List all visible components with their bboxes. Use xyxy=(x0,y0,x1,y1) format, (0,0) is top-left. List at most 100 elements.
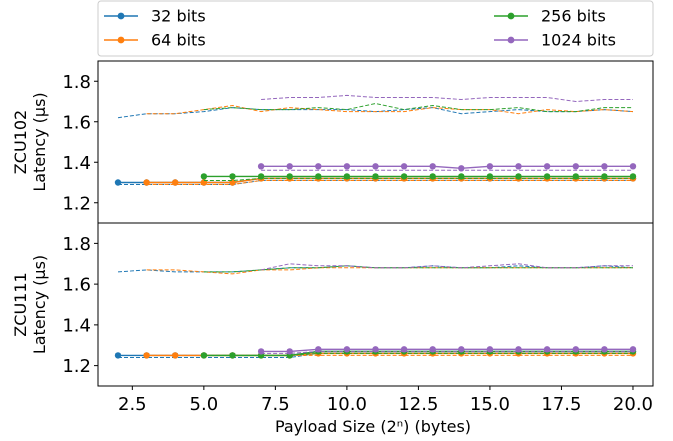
data-point xyxy=(286,173,293,180)
legend-marker-1 xyxy=(117,36,125,44)
y-tick-label: 1.8 xyxy=(62,234,91,255)
data-point xyxy=(601,163,608,170)
data-point xyxy=(114,179,122,186)
x-tick-label: 20.0 xyxy=(613,394,653,415)
data-point xyxy=(572,163,579,170)
series-64-bits xyxy=(143,267,637,359)
data-point xyxy=(315,163,322,170)
data-point xyxy=(114,352,122,359)
data-point xyxy=(629,163,637,170)
data-point xyxy=(315,346,322,353)
y-tick-label: 1.4 xyxy=(62,153,91,174)
data-point xyxy=(315,173,322,180)
x-axis: 2.5 5.0 7.5 10.0 12.5 15.0 17.5 20.0 xyxy=(118,386,653,415)
data-point xyxy=(601,346,608,353)
series-upper-bound-line xyxy=(146,104,634,115)
y-tick-label: 1.2 xyxy=(62,193,91,214)
x-tick-label: 12.5 xyxy=(398,394,438,415)
x-tick-label: 5.0 xyxy=(190,394,219,415)
data-point xyxy=(543,346,551,353)
data-point xyxy=(286,348,293,355)
data-point xyxy=(372,163,379,170)
panel-zcu111: 1.2 1.4 1.6 1.8 ZCU111 Latency (µs) xyxy=(11,222,654,387)
legend-label-1: 64 bits xyxy=(151,31,206,50)
x-tick-label: 7.5 xyxy=(261,394,290,415)
data-point xyxy=(400,173,408,180)
data-point xyxy=(200,173,208,180)
panel-zcu102: 1.2 1.4 1.6 1.8 ZCU102 Latency (µs) xyxy=(11,60,654,224)
data-point xyxy=(572,173,579,180)
y-axis-label-board: ZCU111 xyxy=(11,272,30,336)
legend-marker-3 xyxy=(507,36,515,44)
y-axis-label-board: ZCU102 xyxy=(11,110,30,174)
data-point xyxy=(400,346,408,353)
series-upper-bound-line xyxy=(203,102,633,113)
y-tick-label: 1.6 xyxy=(62,112,91,133)
data-point xyxy=(172,352,179,359)
data-point xyxy=(486,346,494,353)
panel-frame xyxy=(97,60,654,224)
series-upper-bound-line xyxy=(146,267,633,275)
series-64-bits xyxy=(143,104,637,186)
data-point xyxy=(543,173,551,180)
series-lower-bound-line xyxy=(203,352,633,356)
series-lower-bound-line xyxy=(203,177,633,181)
data-point xyxy=(458,165,465,172)
data-point xyxy=(343,173,351,180)
y-tick-label: 1.6 xyxy=(62,275,91,296)
series-1024-bits xyxy=(257,263,637,355)
legend-label-3: 1024 bits xyxy=(541,31,616,50)
data-point xyxy=(515,163,522,170)
data-point xyxy=(629,173,637,180)
series-upper-bound-line xyxy=(261,94,633,103)
legend-label-0: 32 bits xyxy=(151,7,206,26)
data-point xyxy=(486,173,494,180)
series-upper-bound-line xyxy=(260,263,633,271)
data-point xyxy=(429,163,436,170)
legend: 32 bits 64 bits 256 bits 1024 bits xyxy=(97,0,654,57)
data-point xyxy=(372,346,379,353)
data-point xyxy=(458,346,465,353)
series-upper-bound-line xyxy=(117,107,634,119)
series-256-bits xyxy=(200,102,637,181)
series-32-bits xyxy=(114,265,637,359)
data-point xyxy=(515,346,522,353)
series-line xyxy=(261,348,633,353)
data-point xyxy=(172,179,179,186)
data-point xyxy=(257,163,265,170)
legend-marker-2 xyxy=(507,12,515,20)
y-axis-label-unit: Latency (µs) xyxy=(30,255,49,354)
legend-frame xyxy=(97,0,654,57)
series-line xyxy=(261,165,633,170)
data-point xyxy=(343,346,351,353)
data-point xyxy=(372,173,379,180)
y-tick-label: 1.8 xyxy=(62,72,91,93)
x-tick-label: 17.5 xyxy=(541,394,581,415)
data-point xyxy=(601,173,608,180)
data-point xyxy=(257,173,265,180)
data-point xyxy=(143,352,150,359)
series-1024-bits xyxy=(257,94,637,172)
legend-marker-0 xyxy=(117,12,125,20)
x-tick-label: 15.0 xyxy=(470,394,510,415)
series-256-bits xyxy=(200,265,637,359)
data-point xyxy=(343,163,351,170)
x-tick-label: 2.5 xyxy=(118,394,147,415)
data-point xyxy=(200,352,208,359)
data-point xyxy=(515,173,522,180)
series-lower-bound-line xyxy=(261,350,633,354)
data-point xyxy=(429,346,436,353)
data-point xyxy=(429,173,436,180)
data-point xyxy=(458,173,465,180)
data-point xyxy=(257,348,265,355)
y-tick-label: 1.2 xyxy=(62,356,91,377)
series-lower-bound-line xyxy=(146,180,633,185)
data-point xyxy=(229,352,236,359)
x-tick-label: 10.0 xyxy=(327,394,367,415)
data-point xyxy=(572,346,579,353)
x-axis-label: Payload Size (2ⁿ) (bytes) xyxy=(275,417,471,436)
data-point xyxy=(543,163,551,170)
data-point xyxy=(286,163,293,170)
